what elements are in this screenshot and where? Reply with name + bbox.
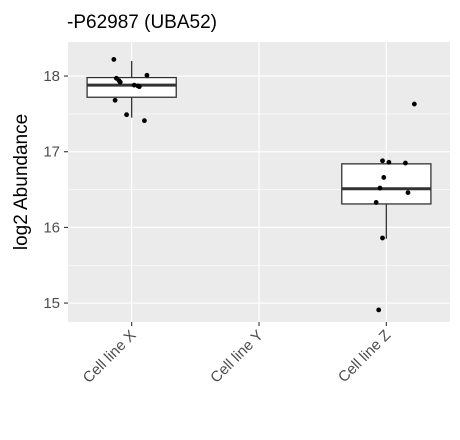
data-point [142,118,147,124]
y-axis: 15 16 17 18 [43,68,68,312]
x-tick-label: Cell line X [80,327,140,387]
points-layer [111,57,417,313]
data-point [380,235,385,241]
y-tick-label: 18 [43,68,60,85]
data-point [117,79,123,85]
data-point [373,200,379,205]
data-point [124,112,129,118]
data-point [144,72,150,78]
x-axis: Cell line X Cell line Y Cell line Z [80,322,394,387]
box-cell-line-x [86,60,177,118]
boxes-layer [86,60,432,239]
y-tick-label: 17 [43,144,60,161]
data-point [131,82,137,88]
box-iqr [86,76,177,98]
box-iqr [341,163,432,205]
y-tick-label: 15 [43,295,60,312]
data-point [111,57,117,62]
data-point [405,190,411,195]
x-tick-label: Cell line Z [335,327,394,386]
data-point [376,307,382,313]
data-point [386,159,392,165]
y-axis-label: log2 Abundance [11,114,32,250]
x-tick-label: Cell line Y [207,327,267,387]
data-point [411,101,417,107]
data-point [381,175,387,180]
data-point [403,160,408,166]
chart-title: -P62987 (UBA52) [67,12,217,33]
box-cell-line-z [341,163,432,239]
y-tick-label: 16 [43,219,60,236]
data-point [136,84,142,90]
data-point [377,185,383,191]
data-point [380,158,385,164]
data-point [112,97,118,103]
